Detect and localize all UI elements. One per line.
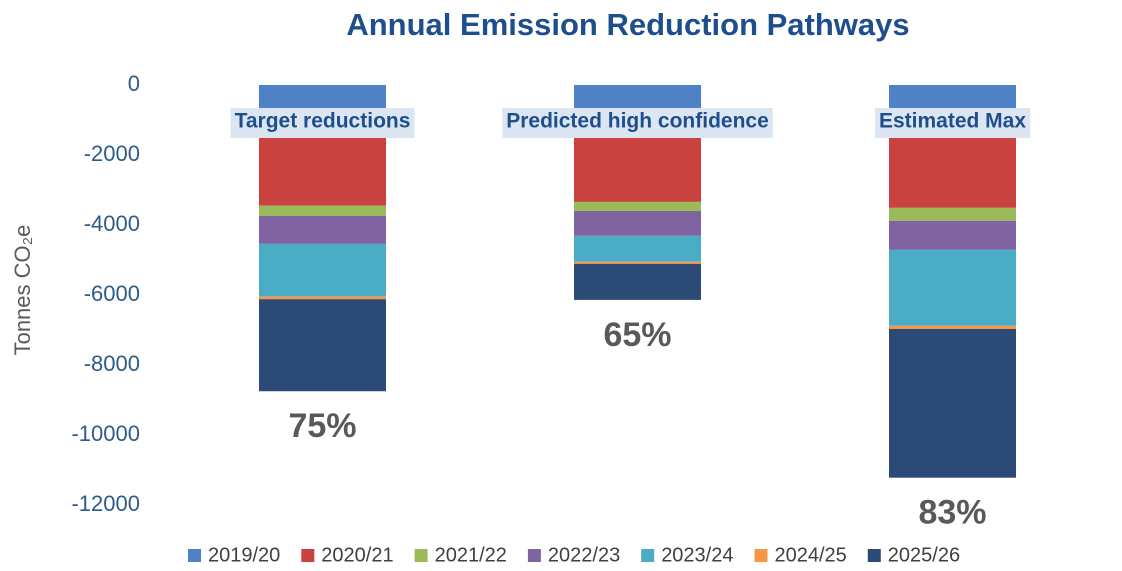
- y-tick-label: -8000: [84, 351, 140, 376]
- bar-segment: [259, 205, 386, 216]
- annotation: 75%: [288, 407, 356, 445]
- legend-swatch: [414, 549, 428, 562]
- bar-segment: [259, 243, 386, 297]
- bar-segment: [574, 263, 701, 300]
- bar-segment: [889, 207, 1016, 221]
- bar-segment: [889, 328, 1016, 478]
- legend-label: 2022/23: [548, 544, 620, 566]
- annotation: 83%: [918, 494, 986, 532]
- y-tick-label: -4000: [84, 211, 140, 236]
- annotation: 65%: [603, 316, 671, 354]
- y-tick-label: 0: [128, 71, 140, 96]
- category-label-group: Predicted high confidence: [502, 108, 773, 138]
- bar-segment: [574, 134, 701, 202]
- legend-label: 2019/20: [208, 544, 280, 566]
- category-label: Predicted high confidence: [506, 110, 769, 133]
- category-label-bg: [874, 108, 1031, 138]
- legend-swatch: [527, 549, 541, 562]
- chart-title: Annual Emission Reduction Pathways: [346, 7, 909, 42]
- legend-label: 2024/25: [774, 544, 846, 566]
- y-tick-label: -6000: [84, 281, 140, 306]
- y-tick-label: -10000: [71, 421, 140, 446]
- category-label-group: Estimated Max: [874, 108, 1031, 138]
- legend-label: 2021/22: [435, 544, 507, 566]
- category-label: Target reductions: [235, 110, 411, 133]
- bar-segment: [574, 201, 701, 211]
- legend-label: 2025/26: [888, 544, 960, 566]
- legend-swatch: [754, 549, 768, 562]
- bar-segment: [259, 134, 386, 206]
- bar-segment: [889, 134, 1016, 208]
- y-axis-label: Tonnes CO₂e: [10, 225, 35, 356]
- legend-swatch: [867, 549, 881, 562]
- legend-swatch: [641, 549, 655, 562]
- legend-label: 2020/21: [321, 544, 393, 566]
- y-tick-label: -2000: [84, 141, 140, 166]
- bar-segment: [889, 325, 1016, 329]
- bar-segment: [259, 299, 386, 392]
- category-label-group: Target reductions: [230, 108, 415, 138]
- legend-swatch: [188, 549, 201, 562]
- category-label: Estimated Max: [879, 110, 1026, 133]
- legend-label: 2023/24: [661, 544, 733, 566]
- category-label-bg: [230, 108, 415, 138]
- bar-segment: [574, 261, 701, 264]
- bar-segment: [259, 296, 386, 300]
- bar-segment: [259, 215, 386, 244]
- legend-swatch: [301, 549, 315, 562]
- bar-segment: [889, 249, 1016, 326]
- y-tick-label: -12000: [71, 491, 140, 516]
- bar-segment: [574, 211, 701, 236]
- bar-segment: [889, 220, 1016, 250]
- category-label-bg: [502, 108, 773, 138]
- bar-segment: [574, 235, 701, 262]
